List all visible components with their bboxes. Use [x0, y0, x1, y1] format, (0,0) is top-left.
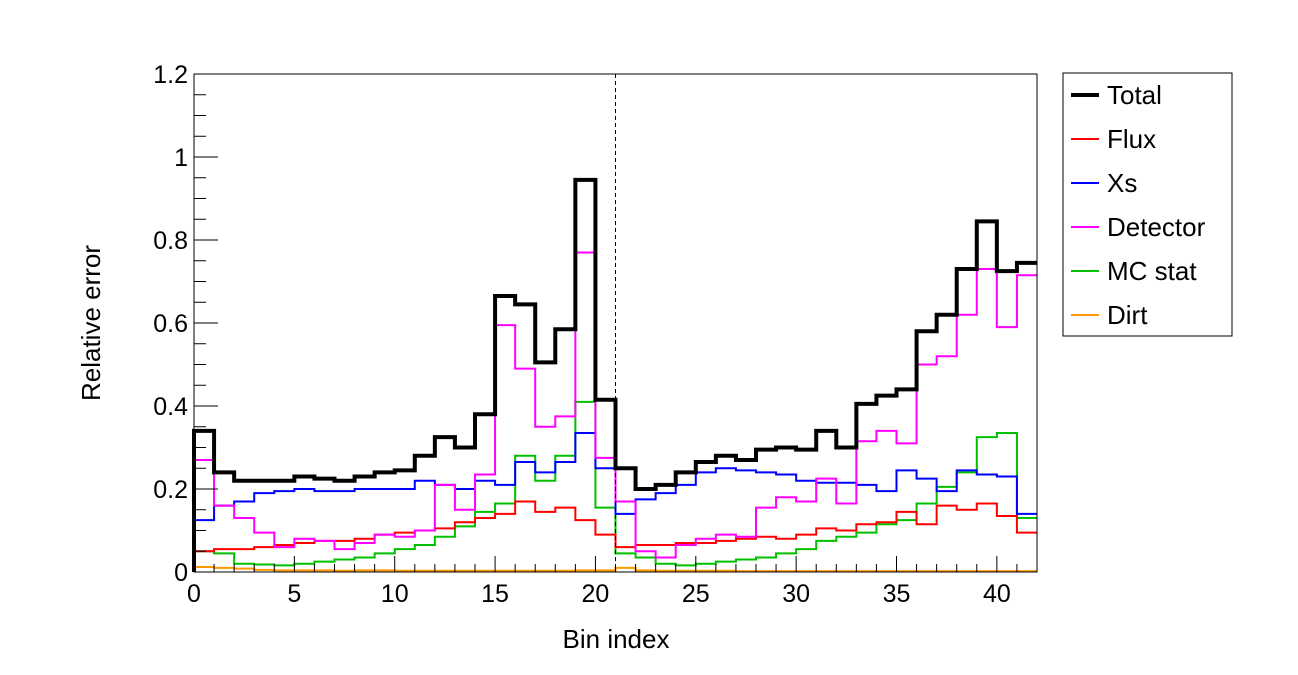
x-tick-label: 20	[582, 580, 610, 608]
plot-lines	[192, 74, 1037, 573]
y-tick-label: 0.4	[153, 393, 188, 421]
y-tick-label: 1	[174, 144, 188, 172]
x-tick-label: 25	[682, 580, 710, 608]
legend-label: Flux	[1107, 124, 1156, 154]
y-tick-label: 0.6	[153, 310, 188, 338]
legend-label: MC stat	[1107, 256, 1197, 286]
legend-label: Total	[1107, 80, 1162, 110]
y-axis-title: Relative error	[76, 245, 106, 401]
series-line-xs	[193, 431, 1037, 572]
x-axis-title: Bin index	[563, 624, 670, 654]
legend-label: Dirt	[1107, 300, 1148, 330]
y-tick-label: 0.8	[153, 227, 188, 255]
axes: 0 5 10 15 20 25 30 35 40 0 0.2 0.4 0.6 0.8 1 1.2	[153, 61, 1038, 608]
x-tick-label: 5	[287, 580, 301, 608]
x-tick-label: 35	[883, 580, 911, 608]
legend-label: Xs	[1107, 168, 1137, 198]
series-line-flux	[193, 500, 1037, 572]
legend: Total Flux Xs Detector MC stat Dirt	[1062, 72, 1233, 337]
y-tick-label: 0.2	[153, 476, 188, 504]
x-tick-label: 40	[983, 580, 1011, 608]
x-tick-label: 0	[187, 580, 201, 608]
x-tick-label: 10	[381, 580, 409, 608]
x-tick-label: 15	[481, 580, 509, 608]
x-tick-label: 30	[782, 580, 810, 608]
legend-label: Detector	[1107, 212, 1206, 242]
legend-box	[1062, 72, 1233, 337]
y-tick-label: 0	[174, 559, 188, 587]
y-tick-label: 1.2	[153, 61, 188, 89]
